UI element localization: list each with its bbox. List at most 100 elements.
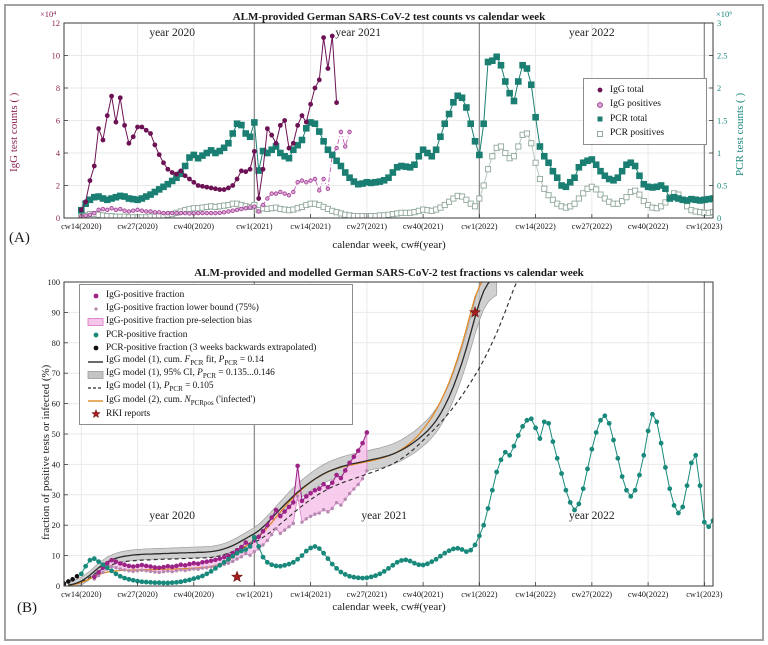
year-label: year 2020 [149, 27, 195, 39]
circle-small-legend-marker [94, 307, 98, 311]
year-label: year 2022 [569, 27, 615, 39]
legend-item: IgG-positive fraction pre-selection bias [86, 315, 345, 328]
svg-text:cw27(2022): cw27(2022) [572, 590, 613, 599]
legend-item: IgG model (2), cum. NPCRpos ('infected') [86, 395, 345, 408]
tick-labels: cw14(2020) cw27(2020) cw40(2020) cw1(2021) c… [47, 278, 722, 599]
series-rki-reports [231, 306, 482, 583]
circle-legend-marker [597, 87, 603, 93]
legend-item: IgG model (1), PPCR = 0.105 [86, 381, 345, 394]
panel-b-xlabel: calendar week, cw#(year) [332, 601, 446, 613]
panel-b-letter: (B) [17, 600, 37, 616]
legend-item: IgG-positive fraction lower bound (75%) [86, 302, 345, 315]
panel-a-ylabel-left: IgG test counts ( ) [8, 92, 20, 172]
svg-text:0.5: 0.5 [717, 182, 727, 191]
svg-text:2.5: 2.5 [717, 52, 727, 61]
legend-item: PCR-positive fraction (3 weeks backwards… [86, 342, 345, 355]
legend-item-label: RKI reports [106, 408, 151, 419]
panel-a-title: ALM-provided German SARS-CoV-2 test coun… [232, 11, 546, 23]
legend-item-label: IgG-positive fraction lower bound (75%) [106, 303, 259, 314]
svg-text:1.5: 1.5 [717, 117, 727, 126]
svg-text:cw27(2020): cw27(2020) [117, 590, 158, 599]
svg-text:20: 20 [52, 521, 60, 530]
legend-item-label: IgG model (1), cum. FPCR fit, PPCR = 0.1… [106, 355, 264, 367]
legend-item-label: IgG total [610, 84, 645, 95]
panel-a-xlabel: calendar week, cw#(year) [332, 239, 446, 251]
series-igg-lower-bound [92, 469, 369, 581]
panel-a-ylabel-right: PCR test counts ( ) [734, 92, 746, 176]
legend-item-label: PCR positives [610, 128, 665, 138]
panel-b-legend: IgG-positive fraction IgG-positive fracti… [79, 284, 353, 425]
svg-text:2: 2 [717, 84, 721, 93]
line-dashed-legend-marker [88, 387, 103, 389]
square-legend-marker [597, 116, 603, 122]
year-label: year 2022 [569, 510, 615, 522]
svg-text:0: 0 [717, 214, 721, 223]
tick-labels: cw14(2020) cw27(2020) cw40(2020) cw1(2021) c… [52, 19, 728, 231]
svg-text:cw27(2020): cw27(2020) [117, 222, 158, 231]
series-igg-total [78, 33, 339, 213]
svg-text:cw14(2020): cw14(2020) [61, 590, 102, 599]
series-igg-positives [79, 129, 352, 218]
svg-text:100: 100 [47, 278, 60, 287]
panel-b-title: ALM-provided and modelled German SARS-Co… [194, 267, 584, 279]
svg-text:cw14(2021): cw14(2021) [290, 222, 331, 231]
square-open-legend-marker [597, 130, 603, 137]
legend-item: IgG total [590, 83, 699, 98]
series-pcr-fraction-extrapolated [64, 573, 80, 586]
legend-item-label: PCR-positive fraction [106, 329, 188, 340]
svg-text:60: 60 [52, 400, 60, 409]
svg-text:cw14(2022): cw14(2022) [515, 222, 556, 231]
svg-text:cw14(2022): cw14(2022) [515, 590, 556, 599]
svg-text:cw27(2021): cw27(2021) [347, 590, 388, 599]
svg-text:cw40(2021): cw40(2021) [403, 222, 444, 231]
svg-text:cw40(2022): cw40(2022) [628, 590, 669, 599]
legend-item: IgG model (1), 95% CI, PPCR = 0.135...0.… [86, 368, 345, 381]
patch-legend-marker [87, 318, 104, 326]
svg-text:8: 8 [56, 84, 60, 93]
svg-text:cw40(2020): cw40(2020) [174, 590, 215, 599]
year-label: year 2021 [335, 27, 381, 39]
legend-item: IgG model (1), cum. FPCR fit, PPCR = 0.1… [86, 355, 345, 368]
legend-item-label: IgG-positive fraction [106, 289, 185, 300]
svg-text:3: 3 [717, 19, 721, 28]
legend-item: PCR total [590, 112, 699, 127]
panel-a: cw14(2020) cw27(2020) cw40(2020) cw1(2021) c… [52, 19, 728, 231]
svg-text:4: 4 [56, 149, 61, 158]
line-legend-marker [88, 360, 103, 363]
svg-text:1: 1 [717, 149, 721, 158]
svg-text:10: 10 [52, 552, 60, 561]
panel-a-right-exponent: ×10⁶ [716, 9, 733, 19]
legend-item-label: IgG-positive fraction pre-selection bias [106, 316, 252, 327]
svg-text:10: 10 [52, 52, 60, 61]
series-igg-model-1-dashed [68, 282, 518, 586]
series-pcr-positives [78, 130, 713, 218]
panel-b-ylabel: fraction of positive tests or infected (… [40, 364, 52, 540]
svg-text:12: 12 [52, 19, 60, 28]
circle-legend-marker [93, 345, 99, 351]
svg-text:cw1(2021): cw1(2021) [236, 590, 272, 599]
panel-a-letter: (A) [9, 230, 30, 246]
svg-text:cw14(2021): cw14(2021) [290, 590, 331, 599]
svg-text:2: 2 [56, 182, 60, 191]
circle-edge-legend-marker [597, 101, 603, 108]
svg-text:cw40(2020): cw40(2020) [174, 222, 215, 231]
svg-text:cw1(2022): cw1(2022) [461, 222, 497, 231]
legend-item-label: IgG positives [610, 99, 661, 109]
ci-band [67, 282, 498, 586]
svg-text:cw1(2022): cw1(2022) [461, 590, 497, 599]
svg-text:0: 0 [56, 214, 60, 223]
svg-text:70: 70 [52, 369, 60, 378]
svg-text:cw27(2021): cw27(2021) [347, 222, 388, 231]
svg-text:30: 30 [52, 491, 60, 500]
svg-text:cw40(2021): cw40(2021) [403, 590, 444, 599]
legend-item-label: IgG model (1), 95% CI, PPCR = 0.135...0.… [106, 368, 275, 381]
svg-text:cw1(2023): cw1(2023) [686, 590, 722, 599]
star-legend-marker [91, 409, 101, 419]
legend-item-label: PCR total [610, 113, 648, 124]
year-label: year 2020 [149, 510, 195, 522]
svg-text:cw27(2022): cw27(2022) [572, 222, 613, 231]
series-igg-fraction [91, 430, 370, 580]
patch-legend-marker [87, 370, 104, 379]
